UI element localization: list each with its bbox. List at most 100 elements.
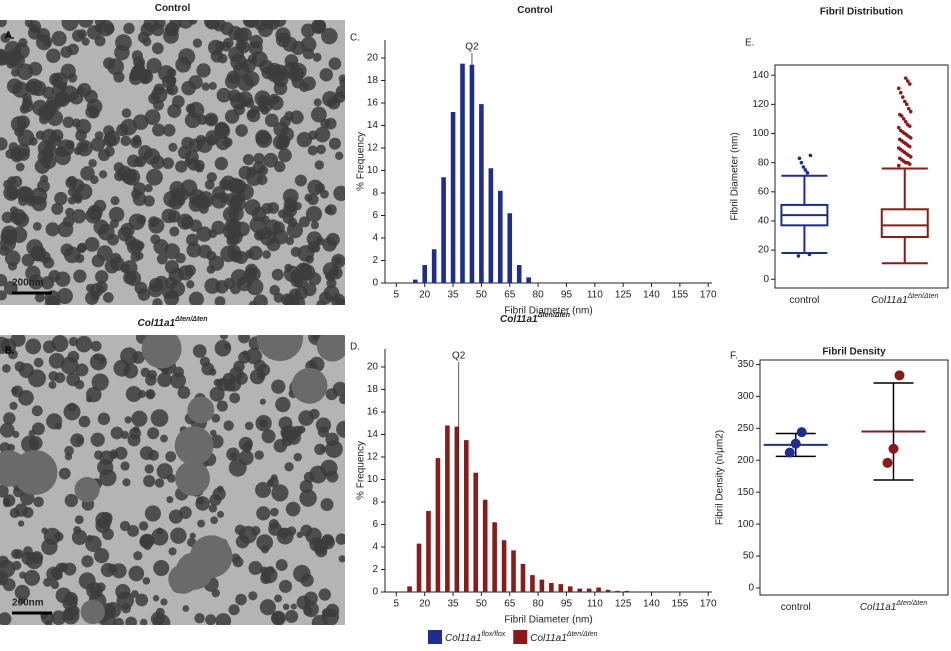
fibril bbox=[109, 451, 118, 460]
fibril bbox=[324, 117, 337, 130]
fibril bbox=[216, 87, 232, 103]
fibril bbox=[93, 354, 101, 361]
fibril bbox=[160, 434, 168, 443]
fibril bbox=[120, 118, 138, 136]
fibril bbox=[214, 296, 226, 305]
fibril bbox=[85, 535, 102, 553]
fibril bbox=[34, 292, 45, 303]
fibril bbox=[275, 559, 288, 572]
bar bbox=[445, 425, 450, 592]
fibril bbox=[104, 146, 115, 157]
y-tick-label: 10 bbox=[367, 474, 379, 485]
fibril bbox=[108, 206, 125, 223]
fibril bbox=[234, 250, 248, 265]
fibril bbox=[152, 123, 166, 137]
fibril bbox=[209, 493, 222, 506]
fibril bbox=[143, 148, 161, 165]
fibril bbox=[275, 32, 291, 48]
outlier bbox=[901, 117, 906, 121]
fibril bbox=[151, 86, 168, 103]
fibril bbox=[0, 422, 15, 438]
fibril bbox=[55, 146, 67, 157]
fibril bbox=[168, 267, 185, 283]
fibril bbox=[189, 532, 196, 539]
panel-title-main: Control bbox=[155, 3, 191, 14]
fibril bbox=[120, 603, 132, 614]
bar bbox=[615, 590, 620, 592]
fibril bbox=[41, 527, 48, 535]
bar bbox=[498, 190, 503, 283]
fibril bbox=[75, 335, 93, 353]
fibril bbox=[97, 459, 114, 476]
fibril bbox=[317, 426, 329, 438]
fibril bbox=[2, 494, 16, 507]
fibril bbox=[0, 575, 6, 584]
bar bbox=[460, 63, 465, 283]
fibril bbox=[272, 135, 288, 150]
outlier bbox=[905, 79, 910, 83]
y-tick-label: 4 bbox=[372, 542, 378, 553]
fibril bbox=[14, 127, 25, 137]
fibril bbox=[18, 389, 34, 406]
fibril bbox=[286, 526, 297, 536]
fibril bbox=[49, 72, 63, 87]
y-tick-label: 14 bbox=[367, 429, 379, 440]
fibril bbox=[204, 112, 219, 127]
fibril bbox=[219, 335, 229, 340]
x-tick-label: 125 bbox=[615, 599, 632, 610]
fibril bbox=[247, 267, 261, 281]
box bbox=[880, 208, 929, 238]
fibril bbox=[62, 116, 75, 129]
fibril bbox=[247, 109, 257, 119]
fibril bbox=[334, 256, 343, 265]
fibril bbox=[18, 186, 34, 202]
fibril bbox=[152, 298, 163, 305]
large-fibril bbox=[256, 335, 303, 362]
fibril bbox=[255, 415, 272, 432]
outlier bbox=[907, 82, 912, 86]
x-tick-label-main: control bbox=[781, 602, 811, 613]
fibril bbox=[51, 83, 66, 98]
fibril bbox=[120, 135, 132, 147]
fibril bbox=[93, 548, 110, 564]
y-tick-label: 16 bbox=[367, 98, 379, 109]
fibril bbox=[260, 545, 270, 554]
fibril bbox=[319, 189, 329, 199]
fibril bbox=[271, 484, 289, 502]
fibril bbox=[160, 598, 168, 606]
fibril bbox=[18, 597, 26, 605]
panel-title-sup: Δten/Δten bbox=[174, 316, 207, 323]
fibril bbox=[305, 205, 323, 223]
fibril bbox=[328, 57, 342, 71]
bar bbox=[492, 522, 497, 592]
fibril bbox=[249, 216, 266, 233]
fibril bbox=[31, 196, 47, 212]
fibril bbox=[152, 595, 160, 602]
point bbox=[894, 370, 905, 381]
bar bbox=[516, 265, 522, 283]
x-tick-label-main: Col11a1 bbox=[860, 602, 897, 613]
fibril bbox=[144, 184, 153, 193]
fibril bbox=[335, 151, 344, 161]
fibril bbox=[336, 420, 345, 438]
fibril bbox=[0, 20, 7, 28]
fibril bbox=[124, 416, 132, 424]
fibril bbox=[75, 129, 87, 142]
outlier bbox=[903, 120, 908, 124]
fibril bbox=[55, 587, 72, 604]
bar bbox=[605, 589, 611, 592]
fibril bbox=[216, 510, 225, 518]
fibril bbox=[249, 34, 263, 49]
fibril bbox=[4, 250, 21, 266]
fibril bbox=[41, 538, 58, 556]
bar bbox=[463, 440, 469, 592]
fibril bbox=[305, 255, 314, 264]
fibril bbox=[91, 373, 109, 391]
fibril bbox=[205, 20, 218, 30]
fibril bbox=[178, 145, 192, 160]
panel-label: E. bbox=[745, 38, 754, 49]
fibril bbox=[107, 233, 119, 246]
fibrils bbox=[0, 20, 345, 305]
x-tick-label: 80 bbox=[533, 290, 545, 301]
fibril bbox=[339, 394, 345, 405]
